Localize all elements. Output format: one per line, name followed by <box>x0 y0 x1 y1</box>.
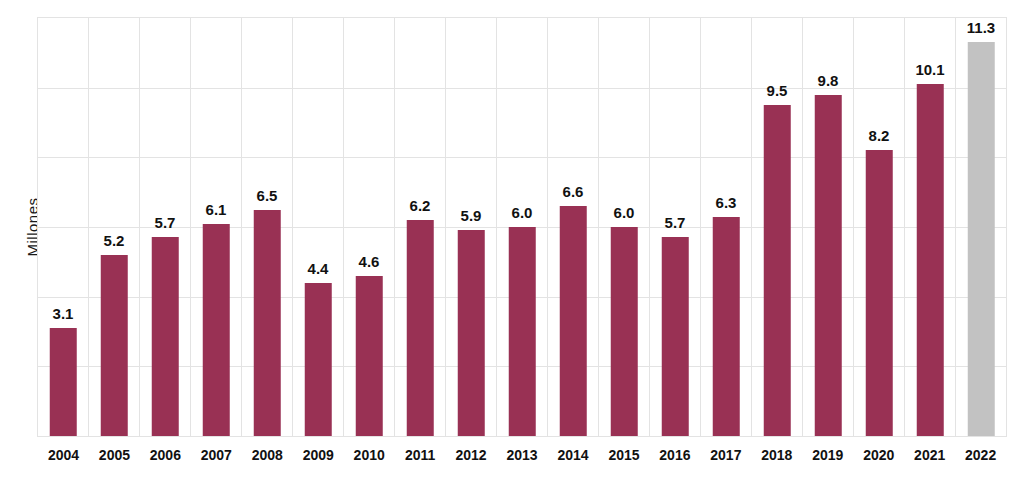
value-label-2004: 3.1 <box>28 306 98 321</box>
chart-column-2004: 3.1 <box>38 18 89 436</box>
chart-column-2014: 6.6 <box>548 18 599 436</box>
x-tick-label-2009: 2009 <box>293 447 344 463</box>
chart-columns: 3.15.25.76.16.54.44.66.25.96.06.66.05.76… <box>38 18 1006 436</box>
x-tick-label-2014: 2014 <box>548 447 599 463</box>
x-tick-label-2005: 2005 <box>89 447 140 463</box>
x-tick-label-2004: 2004 <box>38 447 89 463</box>
x-tick-label-2006: 2006 <box>140 447 191 463</box>
chart-column-2020: 8.2 <box>854 18 905 436</box>
value-label-2008: 6.5 <box>232 188 302 203</box>
bar-2018 <box>764 105 791 436</box>
bar-2020 <box>866 150 893 436</box>
bar-2015 <box>611 227 638 436</box>
x-tick-label-2021: 2021 <box>904 447 955 463</box>
bar-chart: Millones 3.15.25.76.16.54.44.66.25.96.06… <box>0 0 1024 479</box>
x-tick-label-2015: 2015 <box>598 447 649 463</box>
x-tick-label-2012: 2012 <box>446 447 497 463</box>
plot-area: 3.15.25.76.16.54.44.66.25.96.06.66.05.76… <box>37 17 1007 437</box>
bar-2006 <box>152 237 179 436</box>
x-tick-label-2007: 2007 <box>191 447 242 463</box>
value-label-2017: 6.3 <box>691 195 761 210</box>
x-tick-label-2018: 2018 <box>751 447 802 463</box>
bar-2007 <box>203 224 230 436</box>
value-label-2013: 6.0 <box>487 205 557 220</box>
bar-2010 <box>356 276 383 436</box>
value-label-2006: 5.7 <box>130 215 200 230</box>
chart-column-2009: 4.4 <box>293 18 344 436</box>
chart-column-2012: 5.9 <box>446 18 497 436</box>
bar-2019 <box>815 95 842 436</box>
bar-2005 <box>101 255 128 436</box>
chart-column-2008: 6.5 <box>242 18 293 436</box>
bar-2011 <box>407 220 434 436</box>
chart-column-2019: 9.8 <box>803 18 854 436</box>
bar-2012 <box>458 230 485 436</box>
x-tick-label-2020: 2020 <box>853 447 904 463</box>
value-label-2005: 5.2 <box>79 233 149 248</box>
chart-column-2022: 11.3 <box>956 18 1006 436</box>
chart-column-2021: 10.1 <box>905 18 956 436</box>
x-tick-label-2022: 2022 <box>955 447 1006 463</box>
bar-2009 <box>305 283 332 436</box>
x-tick-label-2016: 2016 <box>649 447 700 463</box>
chart-column-2007: 6.1 <box>191 18 242 436</box>
chart-column-2013: 6.0 <box>497 18 548 436</box>
chart-column-2016: 5.7 <box>650 18 701 436</box>
bar-2017 <box>713 217 740 436</box>
chart-column-2011: 6.2 <box>395 18 446 436</box>
x-axis-labels: 2004200520062007200820092010201120122013… <box>37 447 1007 463</box>
bar-2016 <box>662 237 689 436</box>
bar-2022 <box>968 42 995 436</box>
value-label-2022: 11.3 <box>946 20 1016 35</box>
chart-column-2017: 6.3 <box>701 18 752 436</box>
value-label-2021: 10.1 <box>895 62 965 77</box>
value-label-2019: 9.8 <box>793 73 863 88</box>
chart-column-2006: 5.7 <box>140 18 191 436</box>
x-tick-label-2017: 2017 <box>700 447 751 463</box>
x-tick-label-2010: 2010 <box>344 447 395 463</box>
x-tick-label-2011: 2011 <box>395 447 446 463</box>
value-label-2010: 4.6 <box>334 254 404 269</box>
chart-column-2010: 4.6 <box>344 18 395 436</box>
bar-2021 <box>917 84 944 436</box>
value-label-2016: 5.7 <box>640 215 710 230</box>
bar-2013 <box>509 227 536 436</box>
bar-2004 <box>50 328 77 436</box>
bar-2014 <box>560 206 587 436</box>
value-label-2014: 6.6 <box>538 184 608 199</box>
value-label-2020: 8.2 <box>844 128 914 143</box>
x-tick-label-2008: 2008 <box>242 447 293 463</box>
bar-2008 <box>254 210 281 436</box>
x-tick-label-2019: 2019 <box>802 447 853 463</box>
value-label-2007: 6.1 <box>181 202 251 217</box>
x-tick-label-2013: 2013 <box>497 447 548 463</box>
